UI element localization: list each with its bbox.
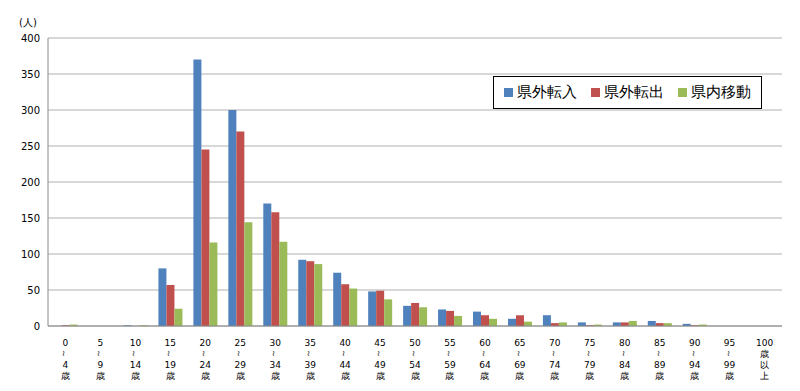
- svg-text:(人): (人): [19, 17, 37, 28]
- svg-text:250: 250: [21, 141, 40, 152]
- svg-text:～: ～: [409, 349, 419, 358]
- svg-text:50: 50: [27, 285, 40, 296]
- svg-text:50: 50: [409, 338, 421, 348]
- svg-text:200: 200: [21, 177, 40, 188]
- svg-text:350: 350: [21, 69, 40, 80]
- svg-text:歳: 歳: [341, 371, 350, 381]
- svg-text:69: 69: [514, 360, 526, 370]
- svg-text:89: 89: [654, 360, 666, 370]
- svg-text:歳: 歳: [760, 349, 769, 359]
- svg-text:歳: 歳: [131, 371, 140, 381]
- svg-text:～: ～: [234, 349, 244, 358]
- svg-text:80: 80: [619, 338, 631, 348]
- svg-text:90: 90: [689, 338, 701, 348]
- svg-text:～: ～: [269, 349, 279, 358]
- svg-text:84: 84: [619, 360, 631, 370]
- svg-text:75: 75: [584, 338, 595, 348]
- svg-text:～: ～: [689, 349, 699, 358]
- svg-text:歳: 歳: [376, 371, 385, 381]
- svg-text:60: 60: [479, 338, 491, 348]
- svg-text:～: ～: [304, 349, 314, 358]
- svg-text:～: ～: [199, 349, 209, 358]
- svg-text:74: 74: [549, 360, 561, 370]
- svg-text:100: 100: [756, 338, 773, 348]
- svg-text:150: 150: [21, 213, 40, 224]
- svg-text:55: 55: [444, 338, 455, 348]
- svg-text:59: 59: [444, 360, 456, 370]
- svg-text:～: ～: [549, 349, 559, 358]
- svg-text:歳: 歳: [445, 371, 454, 381]
- svg-text:～: ～: [129, 349, 139, 358]
- svg-text:44: 44: [339, 360, 351, 370]
- svg-text:14: 14: [130, 360, 142, 370]
- svg-text:15: 15: [165, 338, 176, 348]
- svg-text:25: 25: [235, 338, 246, 348]
- svg-text:上: 上: [760, 371, 769, 381]
- svg-text:95: 95: [724, 338, 735, 348]
- svg-text:64: 64: [479, 360, 491, 370]
- svg-text:29: 29: [235, 360, 247, 370]
- svg-text:～: ～: [654, 349, 664, 358]
- svg-text:35: 35: [304, 338, 315, 348]
- svg-text:45: 45: [374, 338, 385, 348]
- svg-text:歳: 歳: [236, 371, 245, 381]
- svg-text:歳: 歳: [96, 371, 105, 381]
- svg-text:49: 49: [374, 360, 386, 370]
- svg-text:10: 10: [130, 338, 142, 348]
- svg-text:歳: 歳: [515, 371, 524, 381]
- svg-text:～: ～: [619, 349, 629, 358]
- svg-text:79: 79: [584, 360, 596, 370]
- svg-text:0: 0: [63, 338, 69, 348]
- svg-text:400: 400: [21, 33, 40, 44]
- svg-text:～: ～: [514, 349, 524, 358]
- svg-text:94: 94: [689, 360, 701, 370]
- svg-text:～: ～: [444, 349, 454, 358]
- svg-text:～: ～: [339, 349, 349, 358]
- svg-text:歳: 歳: [585, 371, 594, 381]
- svg-text:54: 54: [409, 360, 421, 370]
- svg-text:歳: 歳: [61, 371, 70, 381]
- svg-text:99: 99: [724, 360, 736, 370]
- svg-text:65: 65: [514, 338, 525, 348]
- svg-text:0: 0: [34, 321, 40, 332]
- svg-text:100: 100: [21, 249, 40, 260]
- svg-text:～: ～: [59, 349, 69, 358]
- svg-text:～: ～: [584, 349, 594, 358]
- svg-text:39: 39: [304, 360, 316, 370]
- svg-text:34: 34: [269, 360, 281, 370]
- svg-text:歳: 歳: [271, 371, 280, 381]
- svg-text:～: ～: [479, 349, 489, 358]
- svg-text:85: 85: [654, 338, 665, 348]
- svg-text:70: 70: [549, 338, 561, 348]
- html-text:県内移動: 県内移動: [691, 83, 751, 101]
- svg-text:～: ～: [374, 349, 384, 358]
- svg-text:40: 40: [339, 338, 351, 348]
- svg-text:歳: 歳: [480, 371, 489, 381]
- svg-text:30: 30: [269, 338, 281, 348]
- svg-text:歳: 歳: [411, 371, 420, 381]
- svg-text:300: 300: [21, 105, 40, 116]
- svg-text:～: ～: [94, 349, 104, 358]
- svg-text:歳: 歳: [725, 371, 734, 381]
- svg-text:歳: 歳: [201, 371, 210, 381]
- svg-text:歳: 歳: [690, 371, 699, 381]
- svg-text:～: ～: [164, 349, 174, 358]
- svg-text:以: 以: [760, 360, 769, 370]
- svg-text:～: ～: [724, 349, 734, 358]
- svg-text:歳: 歳: [620, 371, 629, 381]
- svg-text:9: 9: [98, 360, 104, 370]
- svg-text:歳: 歳: [306, 371, 315, 381]
- svg-text:歳: 歳: [166, 371, 175, 381]
- svg-text:歳: 歳: [550, 371, 559, 381]
- svg-text:5: 5: [98, 338, 104, 348]
- html-text:県外転入: 県外転入: [517, 83, 577, 101]
- html-text:県外転出: 県外転出: [604, 83, 664, 101]
- svg-text:歳: 歳: [655, 371, 664, 381]
- svg-text:20: 20: [200, 338, 212, 348]
- svg-text:4: 4: [63, 360, 69, 370]
- svg-text:19: 19: [165, 360, 177, 370]
- svg-text:24: 24: [200, 360, 212, 370]
